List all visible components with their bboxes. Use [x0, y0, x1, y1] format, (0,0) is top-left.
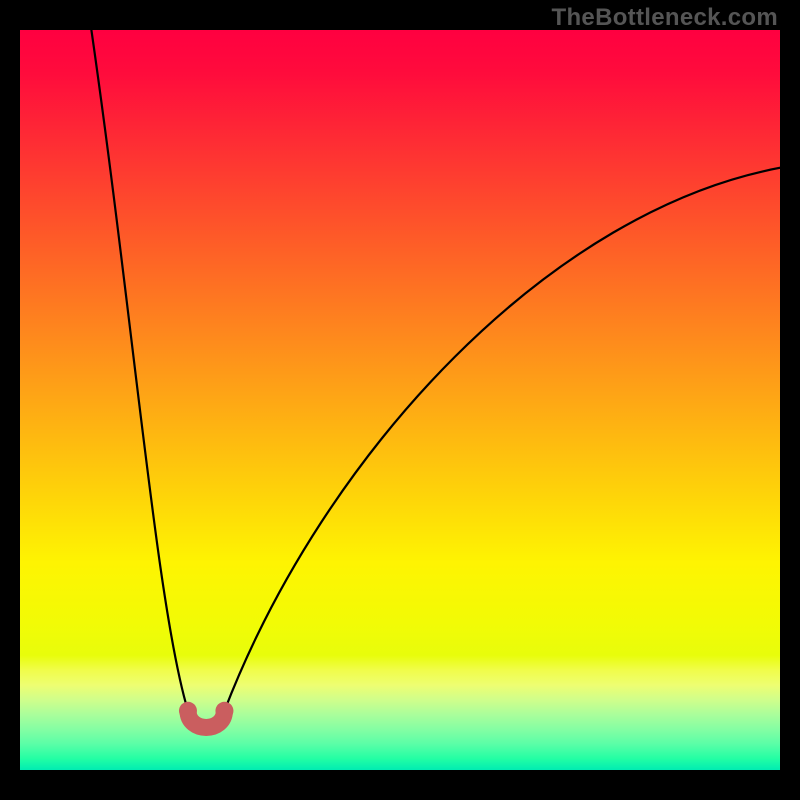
- minimum-marker-right-dot: [215, 702, 233, 720]
- chart-background: [20, 30, 780, 770]
- bottleneck-chart: [0, 0, 800, 800]
- watermark-text: TheBottleneck.com: [552, 4, 778, 32]
- minimum-marker-left-dot: [179, 702, 197, 720]
- chart-container: TheBottleneck.com: [0, 0, 800, 800]
